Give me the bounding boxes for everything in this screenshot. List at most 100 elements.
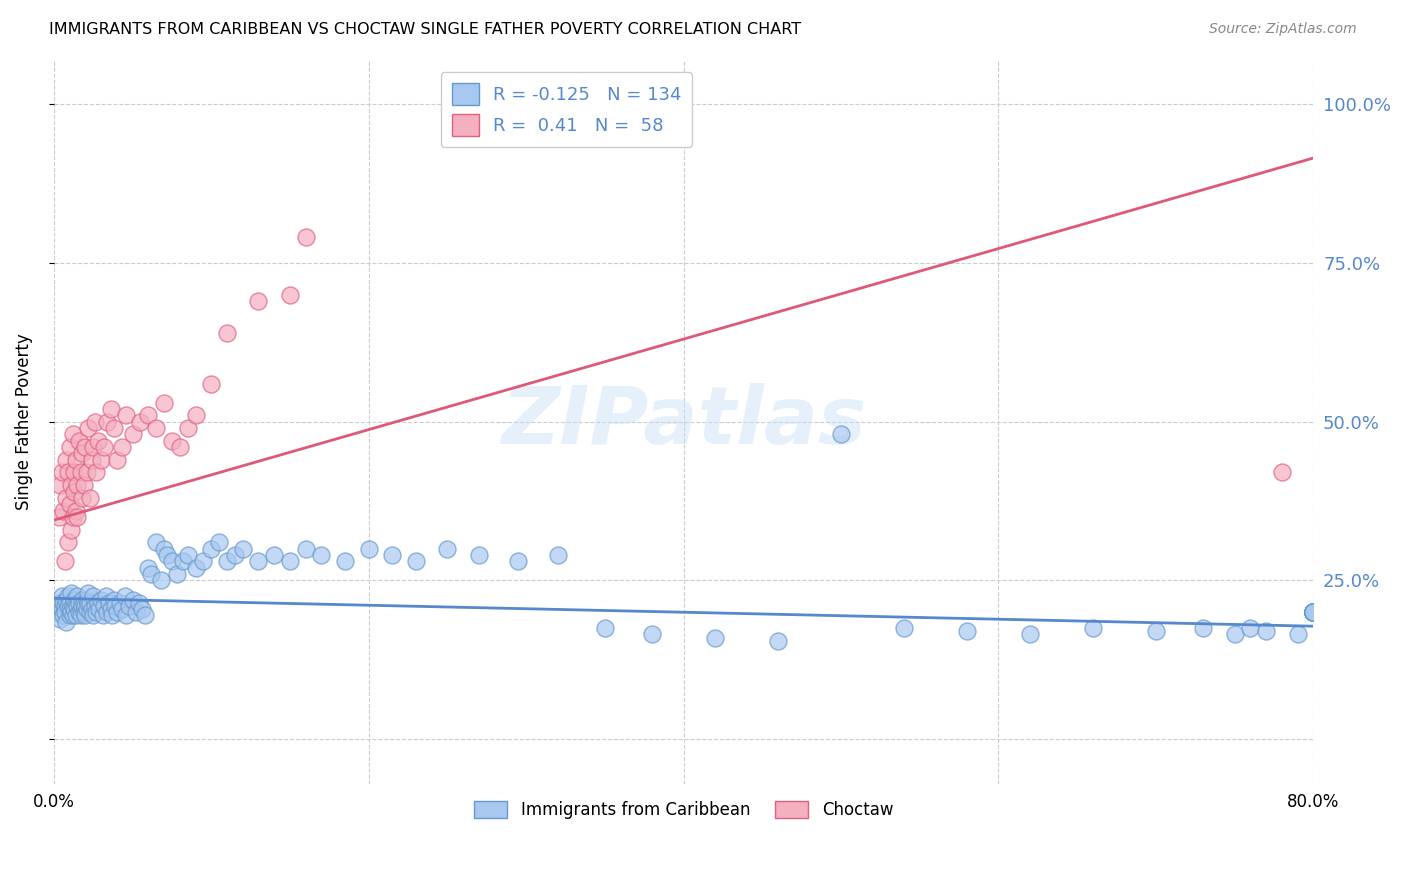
Point — [766, 633, 789, 648]
Point — [232, 541, 254, 556]
Point — [1302, 605, 1324, 619]
Point — [66, 590, 89, 604]
Point — [48, 596, 70, 610]
Point — [956, 624, 979, 639]
Point — [87, 434, 110, 448]
Point — [105, 452, 128, 467]
Point — [66, 599, 89, 613]
Point — [136, 409, 159, 423]
Point — [60, 478, 83, 492]
Point — [1271, 466, 1294, 480]
Point — [468, 548, 491, 562]
Point — [77, 586, 100, 600]
Point — [208, 535, 231, 549]
Point — [60, 605, 83, 619]
Point — [96, 605, 118, 619]
Point — [69, 466, 91, 480]
Point — [70, 592, 93, 607]
Point — [830, 427, 852, 442]
Point — [63, 602, 86, 616]
Point — [97, 596, 120, 610]
Point — [56, 466, 79, 480]
Point — [53, 599, 76, 613]
Point — [52, 596, 75, 610]
Point — [160, 554, 183, 568]
Point — [1302, 605, 1324, 619]
Point — [83, 415, 105, 429]
Point — [172, 554, 194, 568]
Point — [263, 548, 285, 562]
Point — [49, 611, 72, 625]
Point — [184, 561, 207, 575]
Point — [55, 491, 77, 505]
Point — [67, 596, 90, 610]
Point — [1302, 605, 1324, 619]
Point — [1302, 605, 1324, 619]
Point — [58, 602, 80, 616]
Point — [114, 590, 136, 604]
Point — [1302, 605, 1324, 619]
Point — [76, 602, 98, 616]
Point — [82, 440, 104, 454]
Point — [247, 554, 270, 568]
Point — [193, 554, 215, 568]
Point — [1302, 605, 1324, 619]
Point — [58, 608, 80, 623]
Point — [1192, 621, 1215, 635]
Point — [51, 602, 73, 616]
Text: Source: ZipAtlas.com: Source: ZipAtlas.com — [1209, 22, 1357, 37]
Point — [1286, 627, 1309, 641]
Point — [893, 621, 915, 635]
Point — [125, 605, 148, 619]
Point — [93, 440, 115, 454]
Point — [1144, 624, 1167, 639]
Point — [169, 440, 191, 454]
Point — [67, 605, 90, 619]
Point — [294, 230, 316, 244]
Point — [311, 548, 333, 562]
Point — [80, 602, 103, 616]
Point — [58, 596, 80, 610]
Point — [48, 510, 70, 524]
Point — [103, 592, 125, 607]
Point — [110, 440, 132, 454]
Point — [1302, 605, 1324, 619]
Point — [96, 415, 118, 429]
Point — [75, 608, 97, 623]
Point — [65, 503, 87, 517]
Point — [176, 421, 198, 435]
Point — [357, 541, 380, 556]
Point — [73, 596, 96, 610]
Point — [76, 592, 98, 607]
Point — [153, 395, 176, 409]
Point — [70, 446, 93, 460]
Point — [93, 599, 115, 613]
Point — [118, 599, 141, 613]
Point — [100, 401, 122, 416]
Point — [436, 541, 458, 556]
Point — [1223, 627, 1246, 641]
Point — [278, 554, 301, 568]
Point — [115, 608, 138, 623]
Point — [55, 615, 77, 629]
Point — [1239, 621, 1261, 635]
Point — [56, 590, 79, 604]
Point — [1302, 605, 1324, 619]
Point — [75, 599, 97, 613]
Point — [76, 466, 98, 480]
Point — [104, 599, 127, 613]
Point — [153, 541, 176, 556]
Point — [149, 574, 172, 588]
Point — [224, 548, 246, 562]
Y-axis label: Single Father Poverty: Single Father Poverty — [15, 334, 32, 510]
Point — [87, 596, 110, 610]
Point — [63, 484, 86, 499]
Point — [67, 434, 90, 448]
Point — [105, 605, 128, 619]
Point — [80, 452, 103, 467]
Point — [79, 596, 101, 610]
Point — [58, 440, 80, 454]
Point — [53, 605, 76, 619]
Point — [166, 567, 188, 582]
Point — [52, 503, 75, 517]
